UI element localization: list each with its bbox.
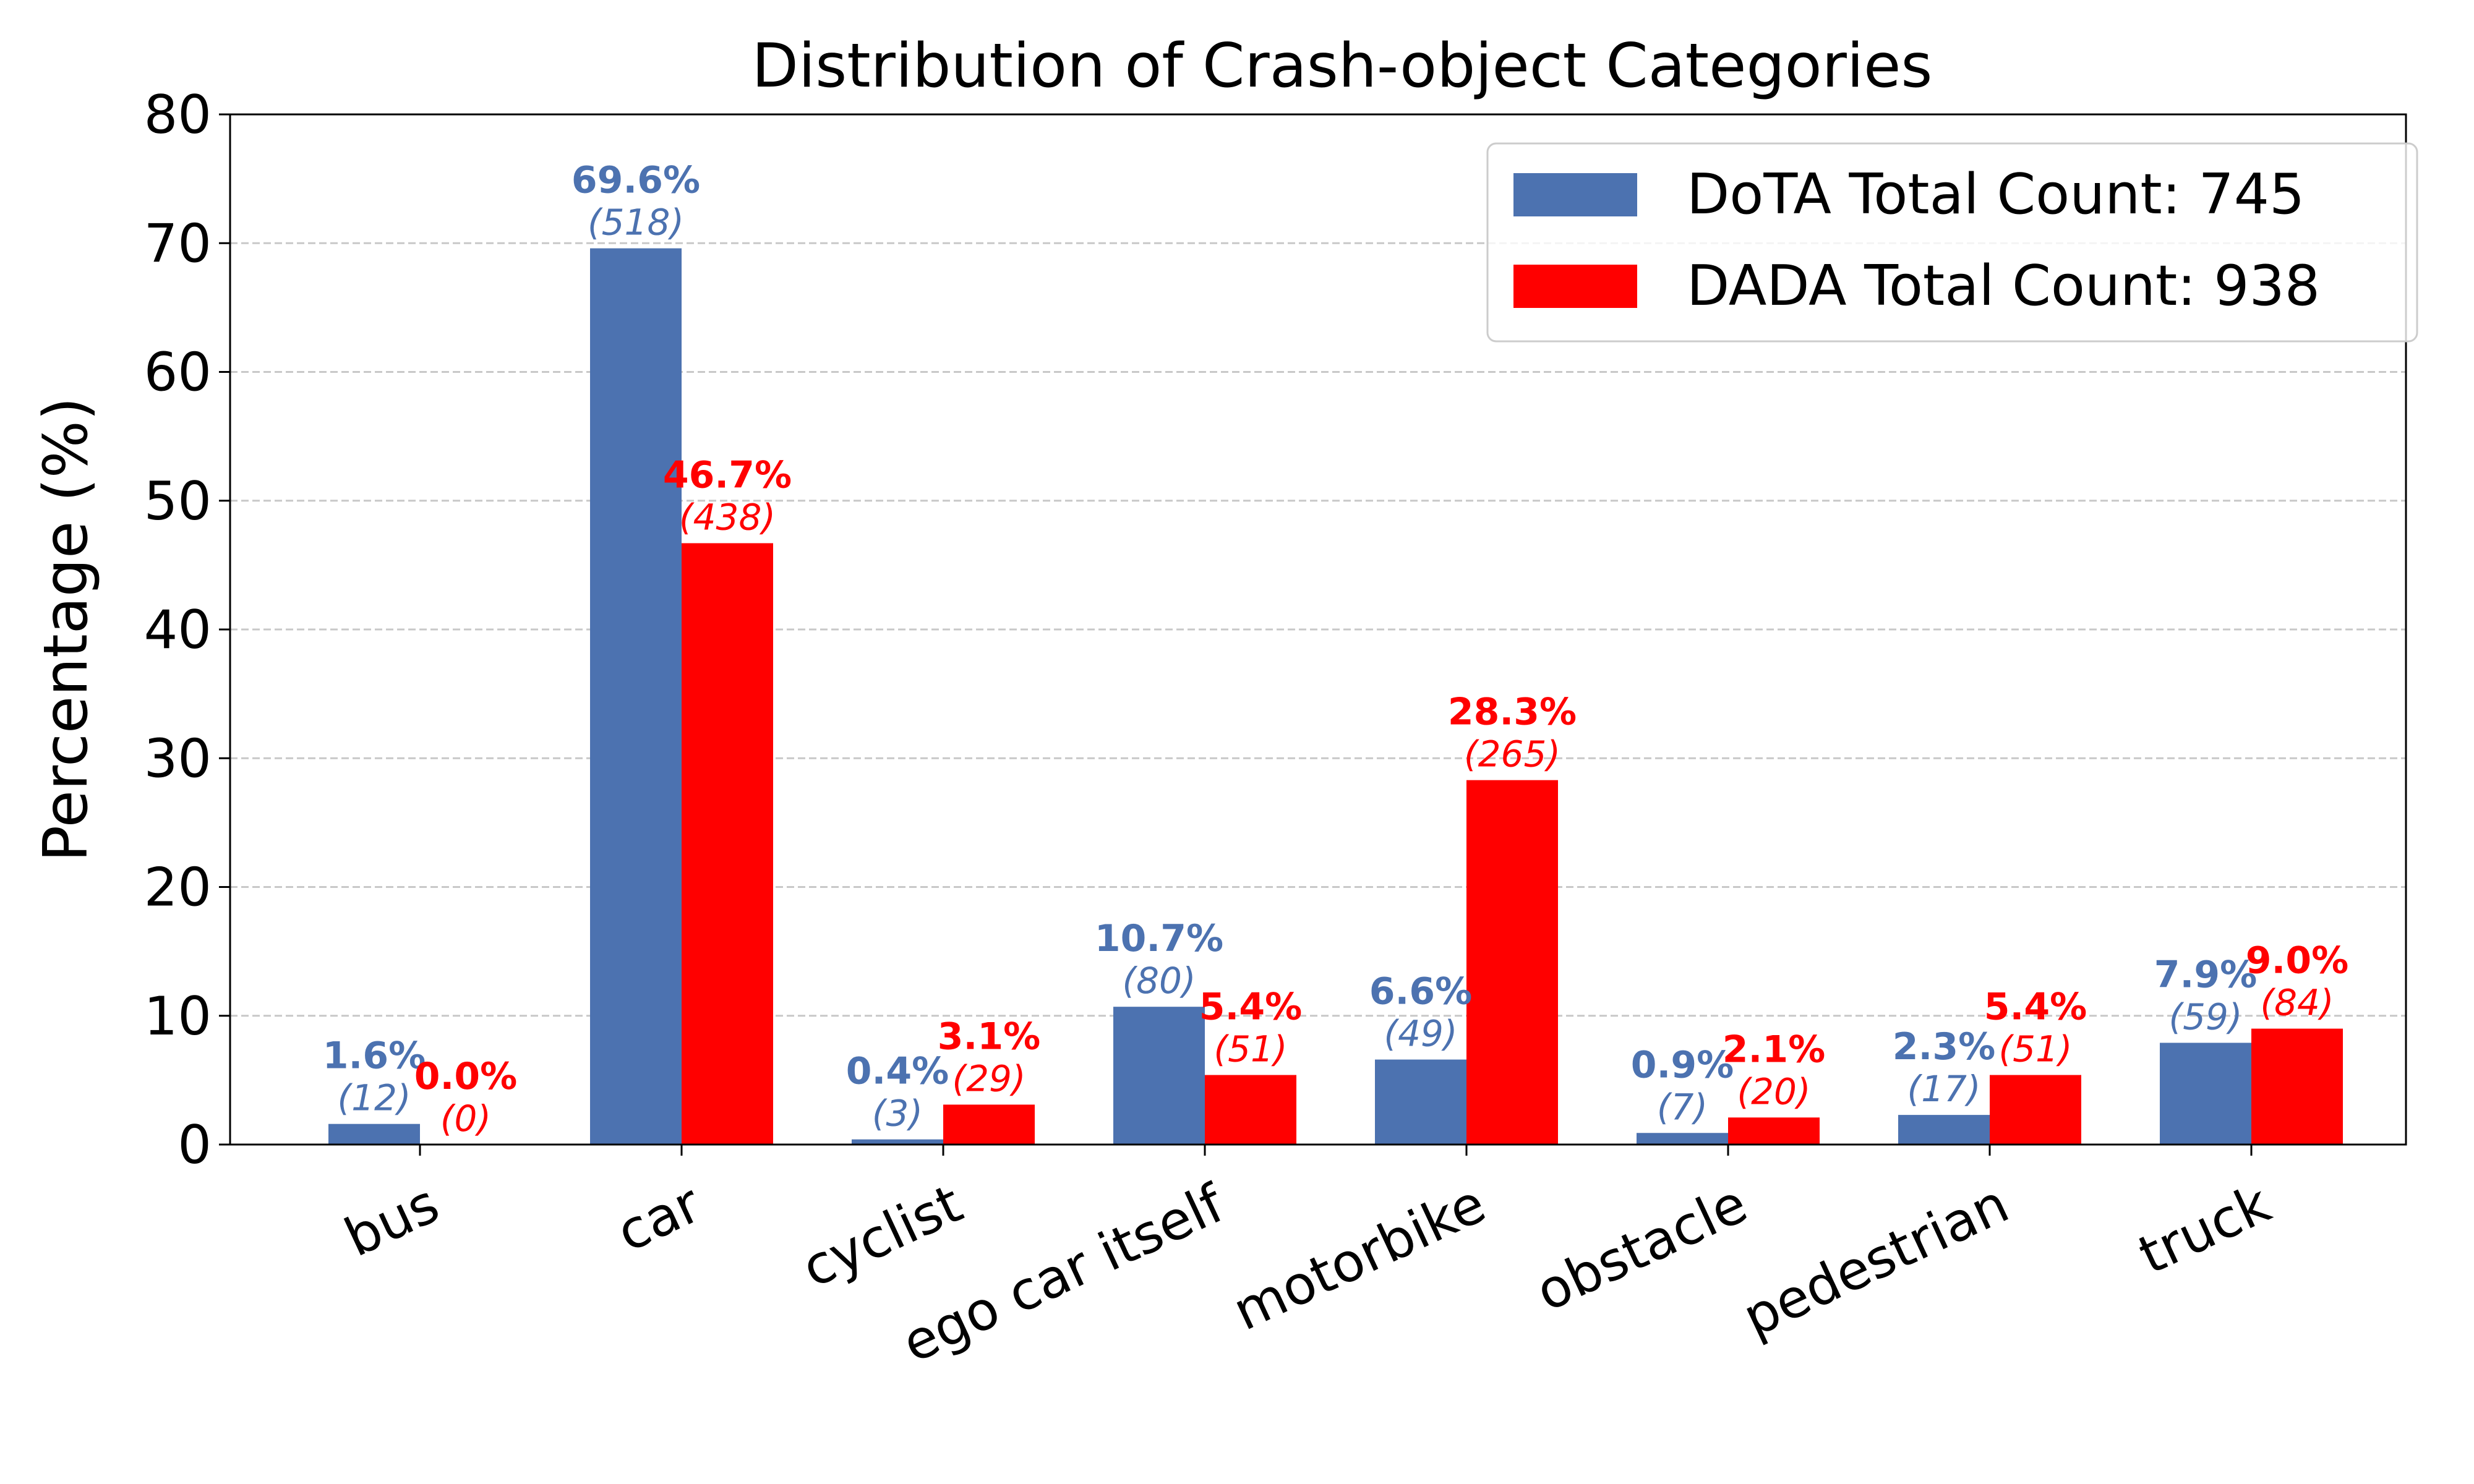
percent-label: 7.9%: [2154, 953, 2257, 996]
percent-label: 6.6%: [1369, 970, 1472, 1013]
bar-dota: [1898, 1115, 1990, 1145]
count-label: (3): [872, 1093, 923, 1135]
count-label: (84): [2260, 982, 2334, 1024]
legend-swatch-dota: [1513, 173, 1637, 216]
percent-label: 0.4%: [846, 1050, 949, 1093]
count-label: (265): [1464, 733, 1560, 775]
percent-label: 5.4%: [1984, 986, 2087, 1029]
bars: [328, 248, 2343, 1145]
count-label: (59): [2168, 996, 2242, 1038]
bar-dada: [943, 1104, 1035, 1145]
bar-dota: [1637, 1133, 1728, 1145]
count-label: (12): [337, 1077, 411, 1119]
bar-dota: [1375, 1059, 1466, 1145]
y-tick-label: 70: [144, 213, 212, 275]
count-label: (80): [1122, 960, 1196, 1002]
legend-swatch-dada: [1513, 265, 1637, 308]
percent-label: 0.0%: [414, 1055, 517, 1098]
bar-dota: [852, 1139, 943, 1145]
y-tick-label: 10: [144, 986, 212, 1047]
legend-box: [1486, 142, 2418, 343]
bar-dada: [1990, 1075, 2081, 1145]
percent-label: 69.6%: [571, 159, 700, 202]
percent-label: 10.7%: [1095, 917, 1223, 960]
bar-dada: [682, 543, 773, 1145]
y-tick-label: 60: [144, 342, 212, 404]
count-label: (29): [952, 1057, 1025, 1099]
bar-dada: [1205, 1075, 1296, 1145]
y-tick-label: 0: [178, 1114, 212, 1176]
bar-dota: [590, 248, 682, 1145]
percent-label: 2.3%: [1893, 1025, 1995, 1068]
bar-dota: [328, 1124, 420, 1145]
count-label: (518): [588, 202, 684, 244]
count-label: (51): [1213, 1028, 1287, 1070]
count-label: (438): [679, 496, 776, 538]
legend: DoTA Total Count: 745 DADA Total Count: …: [1486, 142, 2418, 343]
bar-dota: [1113, 1007, 1205, 1145]
percent-label: 1.6%: [323, 1034, 426, 1078]
percent-label: 46.7%: [663, 453, 792, 497]
count-label: (20): [1737, 1070, 1810, 1112]
y-tick-label: 50: [144, 471, 212, 532]
chart-title: Distribution of Crash-object Categories: [752, 31, 1933, 101]
count-label: (51): [1998, 1028, 2072, 1070]
percent-label: 0.9%: [1631, 1043, 1734, 1086]
bar-dada: [1466, 780, 1558, 1145]
count-label: (0): [440, 1098, 491, 1140]
data-labels: 1.6%(12) 0.0%(0)69.6%(518)46.7%(438)0.4%(…: [323, 159, 2348, 1140]
percent-label: 2.1%: [1723, 1028, 1825, 1071]
bar-dota: [2160, 1043, 2251, 1145]
count-label: (17): [1907, 1068, 1980, 1110]
bar-dada: [1728, 1117, 1820, 1145]
y-axis-label: Percentage (%): [31, 397, 101, 862]
percent-label: 3.1%: [938, 1015, 1040, 1058]
y-tick-label: 20: [144, 857, 212, 919]
y-axis: 0 10 20 30 40 50 60 70 80: [144, 84, 230, 1176]
legend-label-dada: DADA Total Count: 938: [1687, 254, 2320, 318]
percent-label: 9.0%: [2246, 939, 2348, 983]
percent-label: 5.4%: [1199, 986, 1302, 1029]
count-label: (7): [1657, 1086, 1708, 1128]
y-tick-label: 80: [144, 84, 212, 146]
count-label: (49): [1384, 1013, 1457, 1055]
bar-dada: [2251, 1028, 2343, 1145]
y-tick-label: 40: [144, 599, 212, 661]
percent-label: 28.3%: [1448, 691, 1577, 734]
y-tick-label: 30: [144, 728, 212, 790]
legend-label-dota: DoTA Total Count: 745: [1687, 162, 2305, 227]
